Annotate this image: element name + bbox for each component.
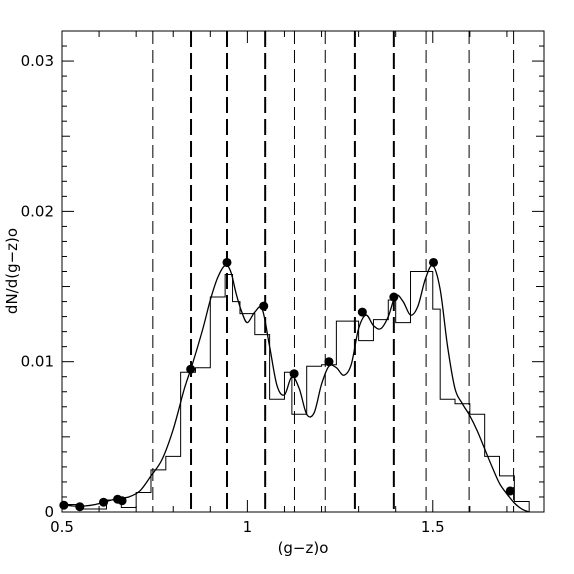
- peak-marker: [117, 496, 127, 506]
- y-tick-label: 0: [44, 503, 54, 521]
- peak-markers: [59, 257, 515, 512]
- x-tick-label: 1: [243, 518, 253, 536]
- y-tick-label: 0.01: [21, 353, 54, 371]
- x-tick-labels: 0.5 1 1.5: [50, 518, 445, 536]
- peak-marker: [186, 364, 196, 374]
- peak-marker: [99, 497, 109, 507]
- peak-marker: [389, 292, 399, 302]
- y-axis-label: dN/d(g−z)o: [3, 228, 21, 314]
- peak-marker: [429, 257, 439, 267]
- y-tick-label: 0.03: [21, 52, 54, 70]
- x-tick-label: 1.5: [421, 518, 445, 536]
- peak-marker: [259, 301, 269, 311]
- x-axis-label: (g−z)o: [278, 539, 329, 557]
- peak-marker: [75, 502, 85, 512]
- axis-ticks: [61, 30, 545, 513]
- y-tick-label: 0.02: [21, 202, 54, 220]
- plot-frame: [61, 30, 545, 513]
- smooth-density-curve: [61, 264, 530, 513]
- x-tick-label: 0.5: [50, 518, 74, 536]
- boundary-lines: [152, 31, 515, 512]
- y-tick-labels: 0 0.01 0.02 0.03: [21, 52, 54, 521]
- peak-marker: [222, 257, 232, 267]
- peak-marker: [59, 500, 69, 510]
- histogram-steps: [61, 271, 530, 512]
- peak-marker: [324, 357, 334, 367]
- peak-marker: [357, 307, 367, 317]
- peak-marker: [505, 486, 515, 496]
- peak-marker: [289, 369, 299, 379]
